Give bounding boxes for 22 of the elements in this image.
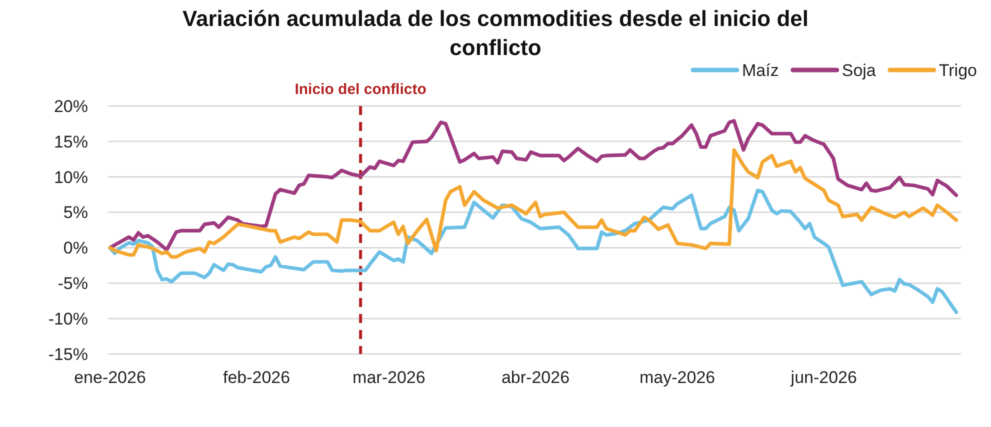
line-series bbox=[108, 119, 958, 252]
y-tick-label: 15% bbox=[54, 132, 88, 152]
chart-title: Variación acumulada de los commodities desde el inicio del conflicto bbox=[182, 6, 808, 60]
y-tick-label: 5% bbox=[63, 203, 88, 222]
y-tick-label: 0% bbox=[63, 238, 88, 258]
y-tick-label: -15% bbox=[48, 344, 88, 364]
line-series bbox=[108, 188, 958, 314]
legend-label: Trigo bbox=[938, 60, 977, 80]
ref-line-label: Inicio del conflicto bbox=[294, 81, 426, 98]
x-tick-label: feb-2026 bbox=[223, 368, 290, 387]
x-tick-label: mar-2026 bbox=[352, 368, 426, 387]
y-tick-label: 20% bbox=[54, 96, 88, 116]
x-tick-label: abr-2026 bbox=[501, 368, 570, 387]
line-series bbox=[108, 148, 958, 259]
legend-label: Soja bbox=[842, 60, 876, 80]
x-tick-label: jun-2026 bbox=[790, 368, 857, 387]
x-tick-label: ene-2026 bbox=[74, 368, 146, 387]
y-tick-label: -10% bbox=[48, 310, 88, 329]
legend-label: Maíz bbox=[742, 60, 779, 80]
x-tick-label: may-2026 bbox=[640, 368, 716, 387]
y-tick-label: -5% bbox=[58, 274, 88, 294]
y-tick-label: 10% bbox=[54, 168, 88, 187]
